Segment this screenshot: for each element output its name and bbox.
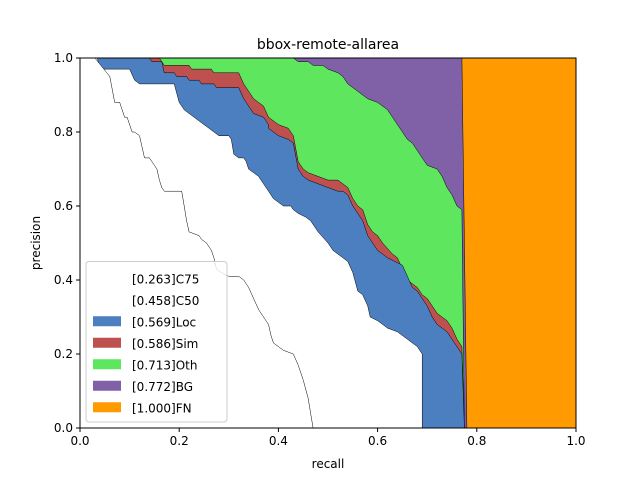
x-tick-label: 0.8 <box>467 434 486 448</box>
legend-swatch-oth <box>93 359 121 370</box>
x-axis-label: recall <box>312 457 345 471</box>
y-tick-label: 0.2 <box>54 347 73 361</box>
ticks-layer: 0.0 0.2 0.4 0.6 0.8 1.0 0.0 0.2 0.4 0.6 0.8 1.0 <box>54 51 586 448</box>
y-tick-label: 0.6 <box>54 199 73 213</box>
legend-swatch-loc <box>93 316 121 327</box>
x-tick-label: 0.0 <box>70 434 89 448</box>
y-axis-label: precision <box>29 216 43 270</box>
legend-swatch-c75 <box>93 273 121 284</box>
y-tick-label: 0.4 <box>54 273 73 287</box>
y-tick-label: 0.0 <box>54 421 73 435</box>
legend-label-bg: [0.772]BG <box>132 380 193 394</box>
legend-label-sim: [0.586]Sim <box>132 337 198 351</box>
legend-swatch-bg <box>93 380 121 391</box>
y-tick-label: 1.0 <box>54 51 73 65</box>
x-tick-label: 0.6 <box>368 434 387 448</box>
legend-swatch-fn <box>93 402 121 413</box>
legend-swatch-sim <box>93 337 121 348</box>
legend-label-c75: [0.263]C75 <box>132 272 199 286</box>
y-tick-label: 0.8 <box>54 125 73 139</box>
legend-label-loc: [0.569]Loc <box>132 315 196 329</box>
legend-box <box>85 261 228 423</box>
legend-label-fn: [1.000]FN <box>132 401 192 415</box>
legend-label-c50: [0.458]C50 <box>132 294 199 308</box>
legend-swatch-c50 <box>93 294 121 305</box>
x-tick-label: 0.4 <box>269 434 288 448</box>
legend: [0.263]C75 [0.458]C50 [0.569]Loc [0.586]Sim… <box>85 261 228 423</box>
plot-frame <box>79 57 577 429</box>
legend-label-oth: [0.713]Oth <box>132 358 197 372</box>
x-tick-label: 0.2 <box>170 434 189 448</box>
chart-title: bbox-remote-allarea <box>257 37 399 53</box>
x-tick-label: 1.0 <box>566 434 585 448</box>
